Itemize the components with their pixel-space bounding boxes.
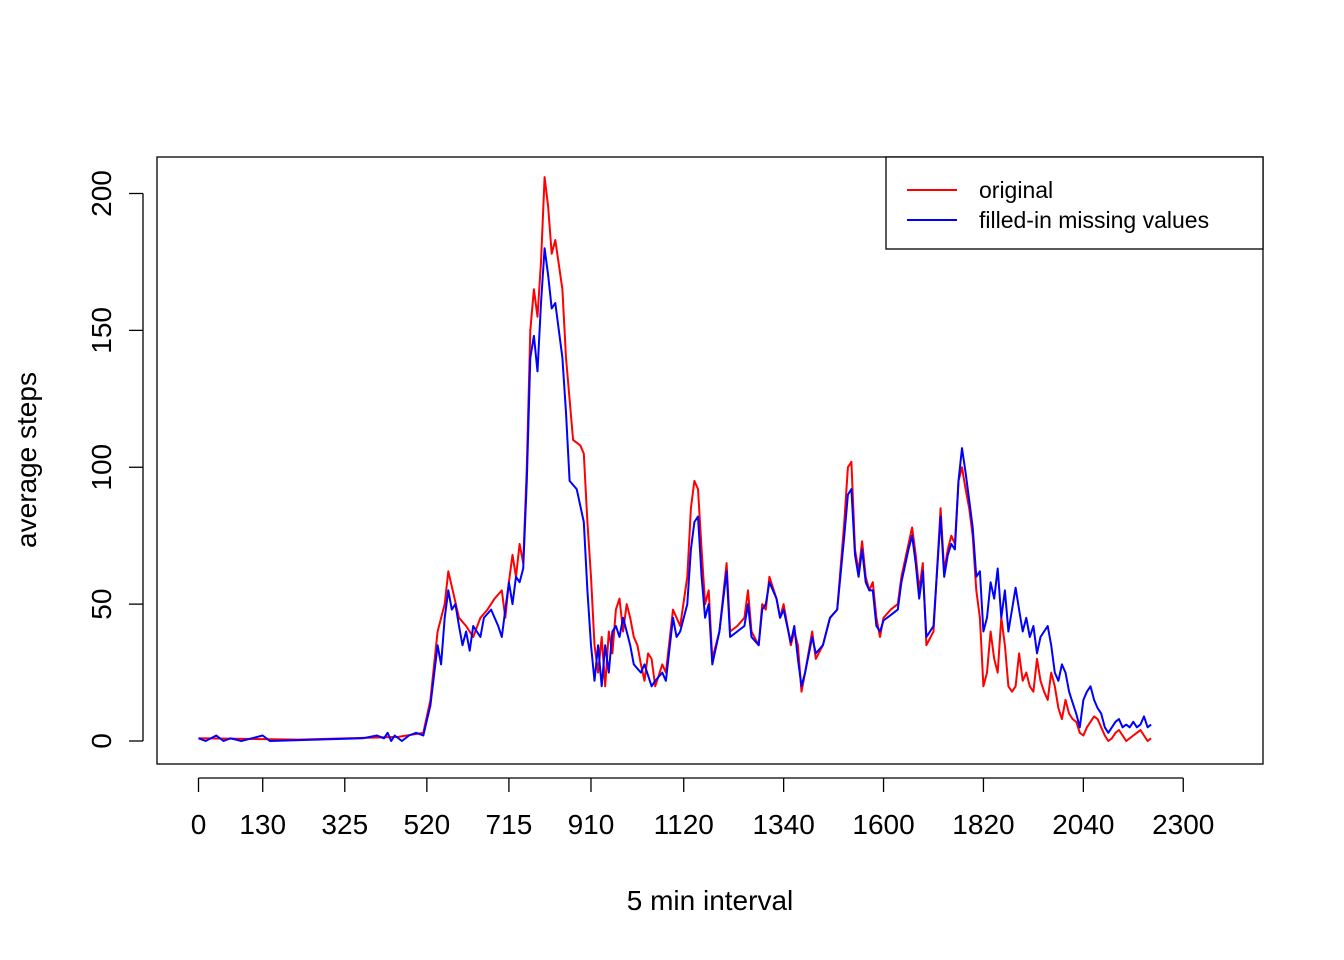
legend: original filled-in missing values [885,156,1264,250]
x-tick-label: 325 [321,809,368,840]
x-tick-label: 1600 [852,809,914,840]
y-tick-label: 0 [86,733,117,749]
legend-box [885,156,1264,250]
series-line-filled-in [198,247,1152,742]
plot-frame [156,156,1264,765]
x-tick-label: 1820 [952,809,1014,840]
x-tick-label: 1340 [752,809,814,840]
x-axis: 0 130 325 520 715 910 1120 1340 1600 1820 2040 2300 [191,777,1214,840]
x-tick-label: 130 [239,809,286,840]
x-tick-label: 715 [486,809,533,840]
legend-label: filled-in missing values [979,207,1209,233]
x-tick-label: 2300 [1152,809,1214,840]
x-tick-label: 910 [568,809,615,840]
x-tick-label: 0 [191,809,207,840]
y-tick-label: 100 [86,444,117,491]
x-tick-label: 520 [403,809,450,840]
y-tick-label: 150 [86,307,117,354]
x-tick-label: 1120 [654,809,714,840]
x-axis-label: 5 min interval [627,885,794,916]
y-tick-label: 200 [86,170,117,217]
y-tick-label: 50 [86,589,117,620]
legend-label: original [979,177,1053,203]
y-axis-label: average steps [11,372,42,548]
series-line-original [198,176,1152,742]
series-layer [198,176,1152,742]
x-tick-label: 2040 [1052,809,1114,840]
y-axis: 0 50 100 150 200 [86,170,144,749]
